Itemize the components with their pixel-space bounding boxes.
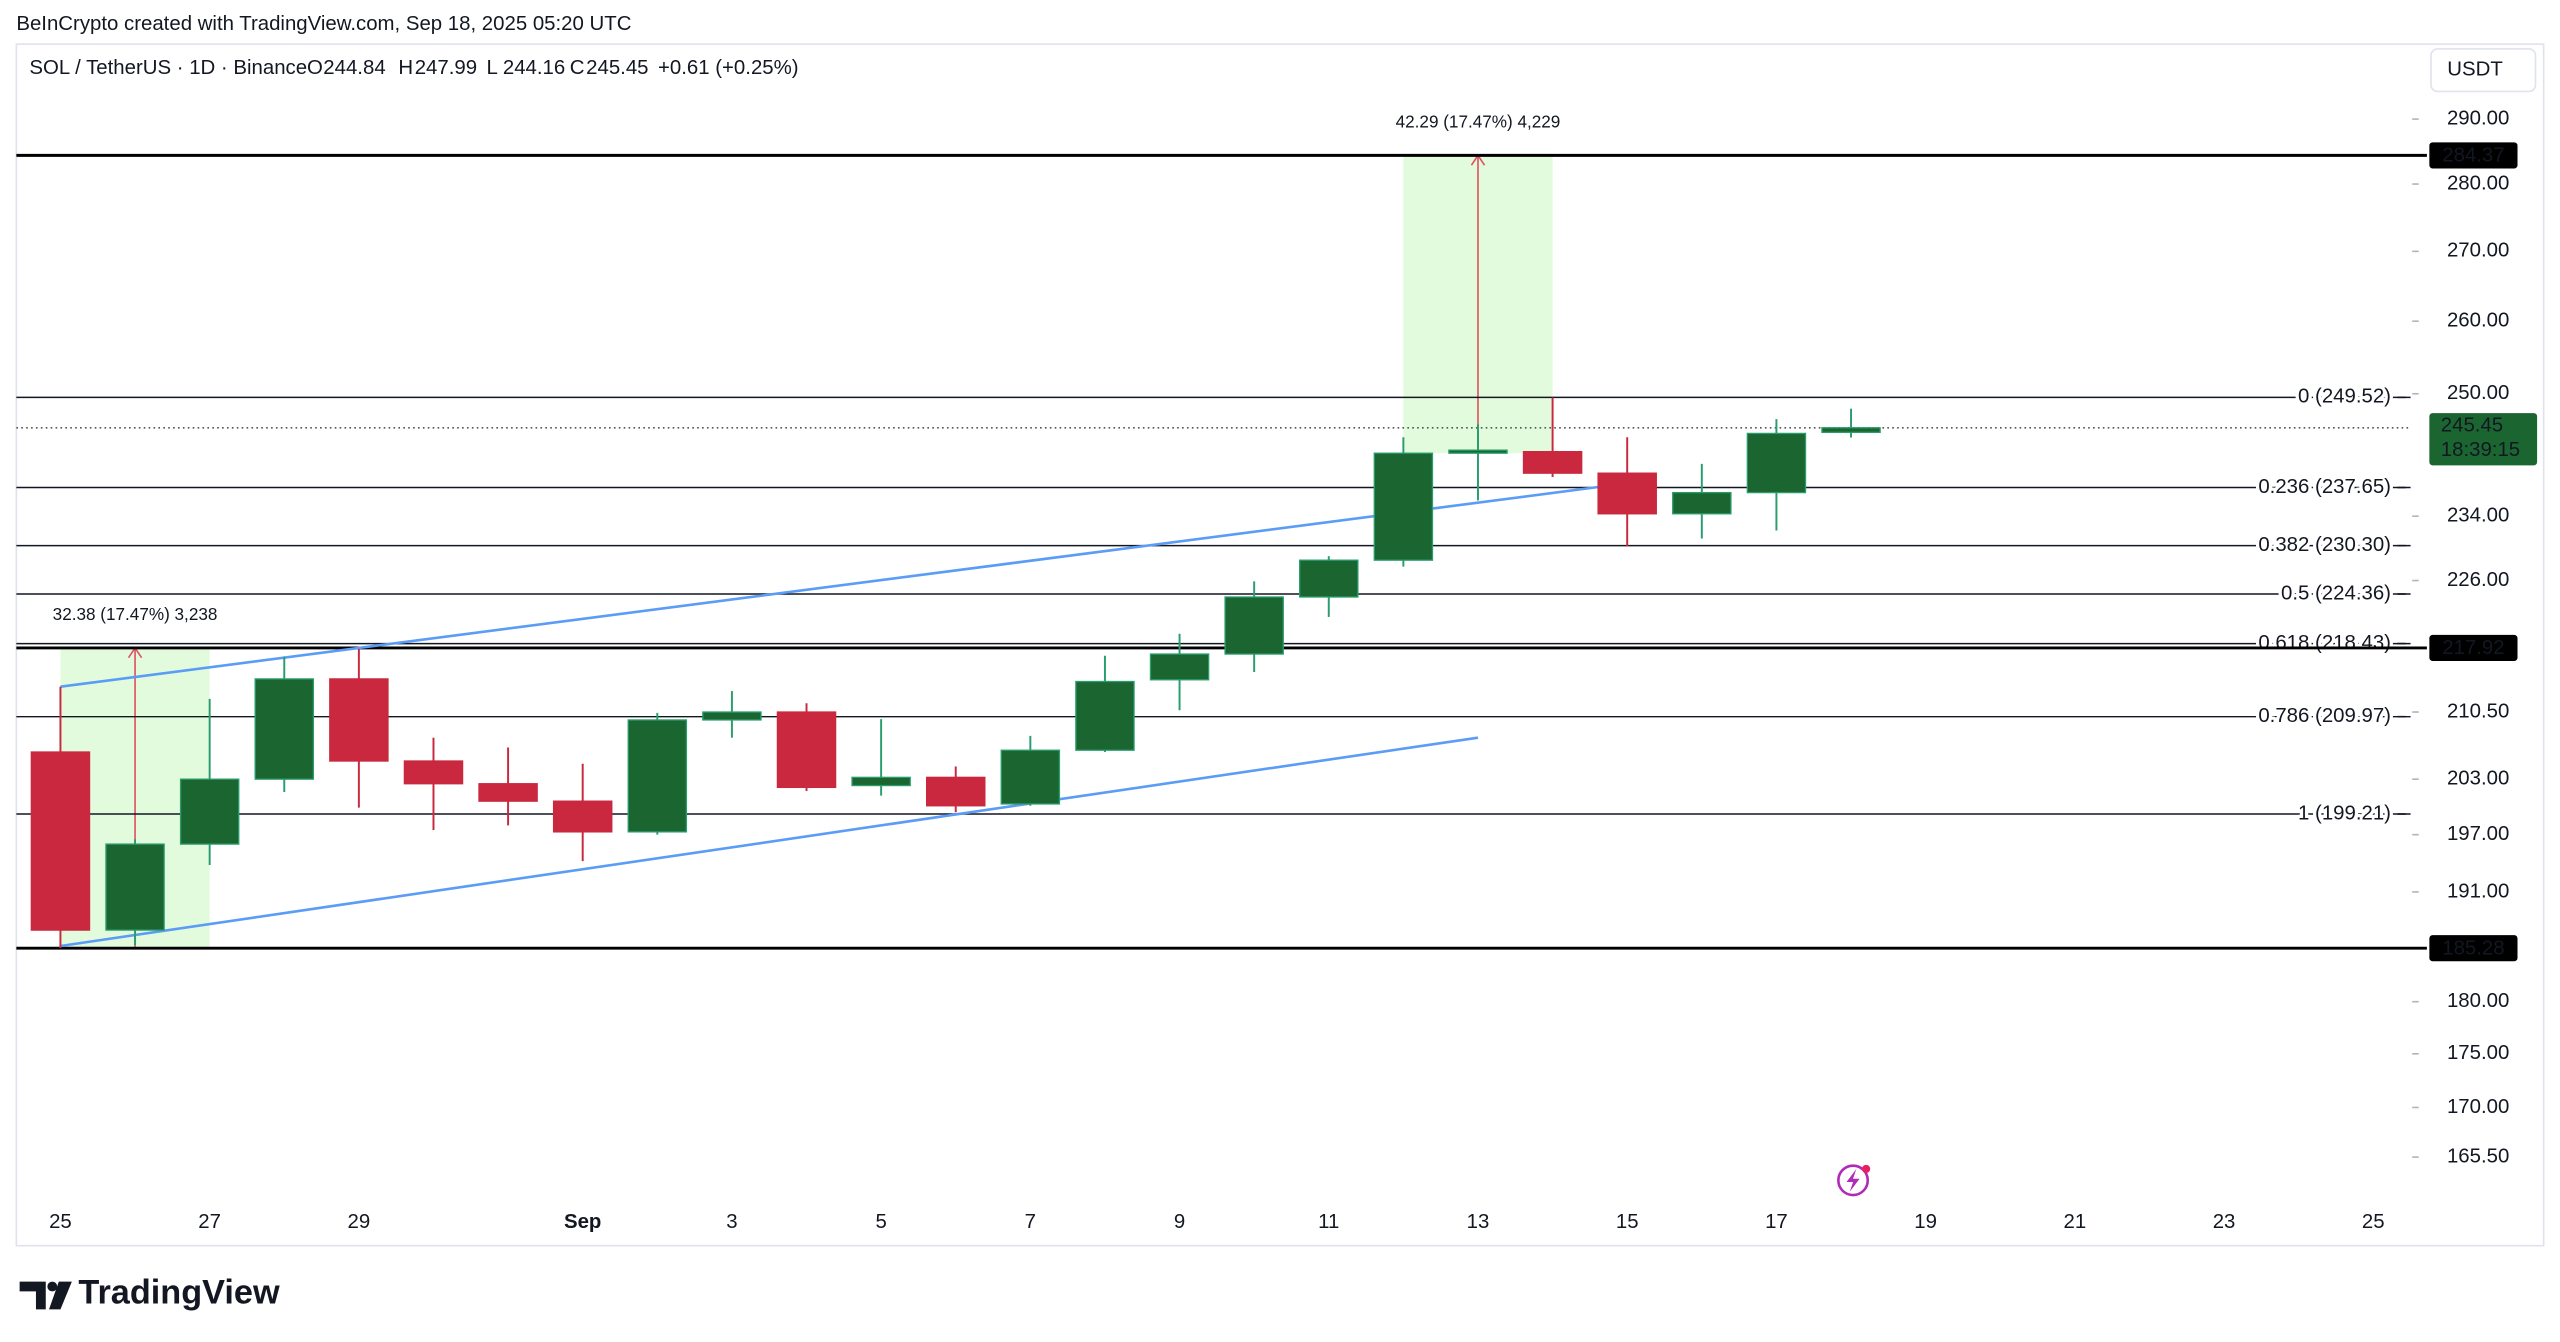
x-tick-label: 9 [1174,1211,1185,1233]
y-tick-label: 260.00 [2447,310,2509,332]
candle-body [1224,596,1284,655]
x-tick-label: 5 [875,1211,886,1233]
x-tick-label: 7 [1025,1211,1036,1233]
ohlc-value: 244.84 [323,57,385,79]
price-box [2429,142,2518,169]
candle-body [1149,653,1210,681]
fib-label: 0 (249.52) [2298,386,2391,408]
candle-body [925,776,986,807]
candle-body [30,751,91,931]
candle-body [179,778,240,845]
y-tick-label: 203.00 [2447,768,2509,790]
last-price-label: 245.45 [2441,415,2503,437]
currency-label[interactable]: USDT [2447,59,2503,81]
change: +0.61 (+0.25%) [658,57,799,79]
price-box [2429,935,2518,962]
symbol: SOL / TetherUS · 1D · Binance [29,57,307,79]
currency-button[interactable] [2430,48,2537,93]
ohlc-value: 244.16 [503,57,565,79]
candle-body [1000,749,1061,805]
x-tick-label: 27 [198,1211,221,1233]
ohlc-letter: C [570,57,585,79]
y-tick-label: 180.00 [2447,990,2509,1012]
y-tick-label: 165.50 [2447,1146,2509,1168]
candle-body [851,776,911,787]
lightning-icon [1837,1164,1871,1197]
fib-label: 0.5 (224.36) [2281,582,2391,604]
ohlc-value: 247.99 [415,57,477,79]
measure-label: 32.38 (17.47%) 3,238 [53,604,218,624]
candle-body [478,783,538,802]
x-tick-label: Sep [564,1211,601,1233]
fib-label: 0.382 (230.30) [2258,534,2391,556]
y-tick-label: 175.00 [2447,1042,2509,1064]
candle-body [1448,449,1508,454]
y-tick-label: 197.00 [2447,823,2509,845]
fib-label: 0.786 (209.97) [2258,705,2391,727]
fib-label: 1 (199.21) [2298,802,2391,824]
x-tick-label: 21 [2064,1211,2087,1233]
x-tick-label: 25 [49,1211,72,1233]
price-box-label: 185.28 [2442,937,2504,959]
candle-body [1075,680,1135,751]
x-tick-label: 11 [1318,1211,1339,1233]
y-tick-label: 191.00 [2447,880,2509,902]
price-box-label: 217.92 [2442,637,2504,659]
last-price-box [2429,413,2538,466]
y-tick-label: 290.00 [2447,108,2509,130]
y-tick-label: 270.00 [2447,240,2509,262]
candle-body [254,678,315,780]
y-tick-label: 226.00 [2447,569,2509,591]
trendline [60,736,1479,948]
candle-body [627,719,688,833]
fib-label: 0.618 (218.43) [2258,632,2391,654]
candle-body [702,711,762,721]
price-box-label: 284.37 [2442,145,2504,167]
attribution: BeInCrypto created with TradingView.com,… [16,13,631,35]
measure-label: 42.29 (17.47%) 4,229 [1396,111,1561,131]
candle-body [1373,452,1434,561]
candle-body [776,711,837,789]
y-tick-label: 210.50 [2447,700,2509,722]
candle-body [552,800,613,833]
y-tick-label: 170.00 [2447,1096,2509,1118]
y-tick-label: 280.00 [2447,172,2509,194]
price-box [2429,634,2518,661]
candle-body [1746,432,1807,494]
x-tick-label: 25 [2362,1211,2385,1233]
candle-body [1597,472,1657,515]
fib-label: 0.236 (237.65) [2258,476,2391,498]
candle-body [1821,427,1881,434]
candle-body [329,678,389,762]
countdown: 18:39:15 [2441,439,2520,461]
candle-body [1672,491,1732,515]
candle-body [1299,559,1359,598]
x-tick-label: 15 [1616,1211,1639,1233]
x-tick-label: 19 [1914,1211,1937,1233]
x-tick-label: 3 [726,1211,737,1233]
y-tick-label: 250.00 [2447,382,2509,404]
x-tick-label: 13 [1467,1211,1490,1233]
trendline [60,485,1598,688]
x-tick-label: 29 [348,1211,371,1233]
logo-mark [19,1281,72,1310]
brand: TradingView [78,1274,280,1312]
ohlc-letter: O [307,57,323,79]
x-tick-label: 23 [2213,1211,2236,1233]
y-tick-label: 234.00 [2447,505,2509,527]
x-tick-label: 17 [1765,1211,1788,1233]
ohlc-letter: H [398,57,413,79]
candle-body [403,760,464,785]
candle-body [1522,451,1583,474]
candle-body [105,843,165,931]
ohlc-letter: L [487,57,498,79]
ohlc-value: 245.45 [586,57,648,79]
